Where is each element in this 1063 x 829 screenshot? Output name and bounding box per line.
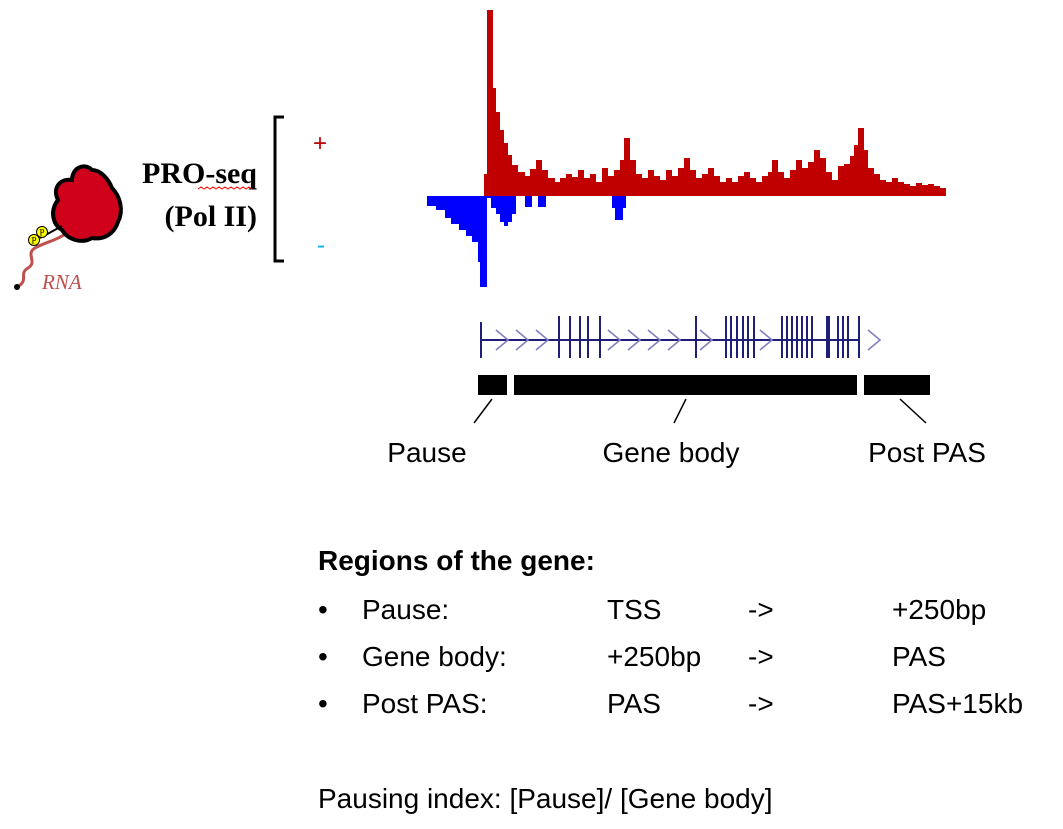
pause-leader-line <box>473 398 493 424</box>
region-row-post-pas: • Post PAS: PAS -> PAS+15kb <box>318 688 1058 726</box>
region-name: Post PAS: <box>362 688 488 719</box>
region-row-gene-body: • Gene body: +250bp -> PAS <box>318 641 1058 679</box>
region-to: PAS <box>892 641 946 672</box>
pause-region-bar <box>478 375 507 395</box>
track-title-line2: (Pol II) <box>165 200 258 233</box>
pausing-index-formula: Pausing index: [Pause]/ [Gene body] <box>318 783 773 814</box>
plus-strand-signal <box>484 10 946 196</box>
region-from: TSS <box>607 594 662 625</box>
plus-strand-area <box>484 10 946 196</box>
pol-ii-icon: P P RNA <box>14 164 123 294</box>
region-arrow: -> <box>748 594 774 625</box>
phospho-1 <box>36 226 48 238</box>
region-name: Gene body: <box>362 641 507 672</box>
gene-body-leader-line <box>673 398 687 424</box>
rna-end-dot <box>14 284 20 290</box>
bullet: • <box>318 641 328 672</box>
post-pas-label: Post PAS <box>868 437 986 468</box>
minus-strand-peak-4a <box>612 196 626 208</box>
region-row-pause: • Pause: TSS -> +250bp <box>318 594 1058 632</box>
region-name: Pause: <box>362 594 450 625</box>
bullet: • <box>318 688 328 719</box>
track-title-line1: PRO-seq <box>142 157 257 190</box>
bullet: • <box>318 594 328 625</box>
phospho-label-2: P <box>31 236 36 246</box>
phospho-label-1: P <box>39 228 44 238</box>
exon-ticks <box>480 316 860 358</box>
minus-strand-label: - <box>317 232 325 259</box>
minus-strand-signal <box>427 196 626 287</box>
gene-body-label: Gene body <box>603 437 740 468</box>
rna-strand <box>16 228 72 289</box>
spellcheck-underline <box>197 186 253 190</box>
region-arrow: -> <box>748 641 774 672</box>
pause-label: Pause <box>387 437 466 468</box>
region-to: +250bp <box>892 594 987 625</box>
strand-arrows <box>495 329 882 351</box>
post-pas-leader-line <box>899 398 927 424</box>
plus-strand-label: + <box>313 130 327 157</box>
gene-model <box>480 316 882 358</box>
gene-body-region-bar <box>514 375 857 395</box>
region-arrow: -> <box>748 688 774 719</box>
minus-strand-peak-4b <box>615 206 623 220</box>
minus-strand-peak-2 <box>525 196 532 207</box>
pol-ii-body <box>51 164 123 243</box>
region-from: PAS <box>607 688 661 719</box>
minus-strand-peak-3 <box>538 196 546 207</box>
minus-strand-area <box>427 196 516 287</box>
rna-label: RNA <box>41 270 82 294</box>
regions-title: Regions of the gene: <box>318 545 595 576</box>
post-pas-region-bar <box>864 375 930 395</box>
phospho-2 <box>28 234 40 246</box>
region-from: +250bp <box>607 641 702 672</box>
region-to: PAS+15kb <box>892 688 1024 719</box>
track-bracket <box>273 115 284 263</box>
